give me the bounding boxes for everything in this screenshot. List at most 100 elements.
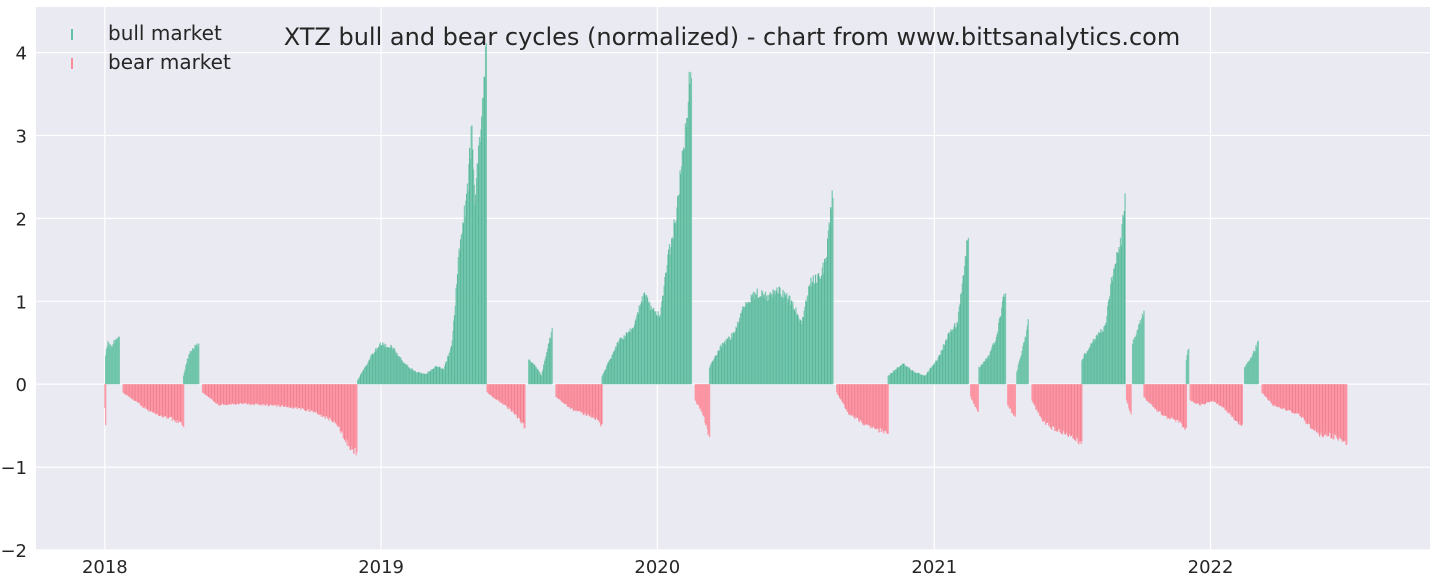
bear-market-bar: [170, 384, 172, 418]
bear-market-bar: [562, 384, 565, 403]
bull-market-bar: [618, 343, 620, 385]
bear-market-bar: [1172, 384, 1174, 418]
bear-market-bar: [708, 384, 710, 434]
bear-market-bar: [1065, 384, 1067, 434]
bull-market-bar: [536, 368, 538, 385]
bull-market-bar: [911, 370, 913, 385]
bull-market-bar: [951, 330, 954, 385]
bull-market-bar: [690, 72, 692, 385]
bull-market-bar: [936, 360, 939, 385]
bear-market-bar: [601, 384, 603, 425]
bear-market-bar: [272, 384, 274, 405]
bear-market-bar: [1129, 384, 1132, 412]
bear-market-bar: [566, 384, 568, 407]
bull-market-bar: [831, 190, 833, 385]
bull-market-bar: [612, 351, 615, 385]
bull-market-bar: [930, 368, 932, 385]
bear-market-bar: [345, 384, 347, 439]
bull-market-bar: [786, 293, 788, 385]
bear-market-bar: [132, 384, 134, 399]
bear-market-bar: [841, 384, 843, 402]
bear-market-bar: [248, 384, 250, 404]
bear-market-bar: [1160, 384, 1163, 415]
bear-market-bar: [1068, 384, 1070, 435]
bear-market-bar: [179, 384, 181, 422]
bull-market-bar: [750, 294, 752, 385]
bull-market-bar: [444, 366, 446, 385]
bear-market-bar: [556, 384, 558, 398]
bull-market-bar: [623, 335, 625, 385]
bear-market-bar: [352, 384, 354, 450]
bear-market-bar: [850, 384, 852, 415]
bear-market-bar: [180, 384, 183, 423]
bull-market-bar: [448, 352, 450, 385]
bull-market-bar: [113, 339, 115, 385]
bull-market-bar: [664, 277, 666, 385]
bear-market-bar: [701, 384, 703, 412]
bear-market-bar: [254, 384, 256, 405]
bull-market-bar: [530, 362, 532, 385]
bear-market-bar: [1339, 384, 1341, 437]
bull-market-bar: [739, 313, 742, 385]
bull-market-bar: [184, 369, 186, 385]
bear-market-bar: [1013, 384, 1016, 415]
bear-market-bar: [332, 384, 335, 422]
bear-market-bar: [843, 384, 845, 405]
bull-market-bar: [1133, 338, 1135, 385]
bear-market-bar: [886, 384, 888, 434]
bull-market-bar: [551, 327, 553, 385]
bear-market-bar: [1181, 384, 1183, 425]
bull-market-bar: [780, 294, 782, 385]
bear-market-bar: [870, 384, 872, 429]
bull-market-bar: [410, 369, 412, 385]
bear-market-bar: [207, 384, 209, 397]
bear-market-bar: [1321, 384, 1323, 432]
bear-market-bar: [224, 384, 226, 405]
bull-market-bar: [1122, 214, 1124, 385]
bull-market-bar: [780, 296, 783, 385]
bear-market-bar: [287, 384, 289, 408]
bull-market-bar: [186, 358, 189, 385]
bear-market-bar: [1299, 384, 1301, 417]
bull-market-bar: [792, 301, 794, 385]
bear-market-bar: [1180, 384, 1182, 423]
bull-market-bar: [989, 351, 992, 385]
bull-market-bar: [803, 310, 805, 385]
bull-market-bar: [825, 258, 827, 385]
bull-market-bar: [1112, 275, 1114, 385]
bear-market-bar: [580, 384, 582, 413]
bull-market-bar: [773, 294, 775, 385]
bear-market-bar: [1307, 384, 1309, 424]
bear-market-bar: [695, 384, 697, 402]
bull-market-bar: [810, 277, 812, 385]
bear-market-bar: [1233, 384, 1235, 420]
bull-market-bar: [534, 367, 537, 385]
bear-market-bar: [502, 384, 504, 405]
bull-market-bar: [191, 350, 193, 385]
bull-market-bar: [1249, 359, 1251, 385]
bear-market-bar: [876, 384, 878, 430]
bear-market-bar: [1175, 384, 1178, 420]
bear-market-bar: [1159, 384, 1161, 411]
bear-market-bar: [883, 384, 886, 431]
bear-market-bar: [1150, 384, 1153, 405]
bull-market-bar: [427, 371, 429, 385]
bull-market-bar: [454, 305, 456, 385]
bull-market-bar: [953, 326, 955, 385]
bull-market-bar: [391, 349, 394, 385]
bull-market-bar: [648, 301, 650, 385]
bear-market-bar: [1060, 384, 1063, 434]
bear-market-bar: [330, 384, 332, 421]
bull-market-bar: [395, 354, 397, 385]
bear-market-bar: [231, 384, 233, 405]
bull-market-bar: [1023, 342, 1025, 385]
bull-market-segment: [182, 343, 200, 385]
bear-market-bar: [1343, 384, 1346, 442]
bull-market-bar: [891, 372, 893, 385]
bull-market-bar: [401, 360, 403, 385]
bear-market-bar: [279, 384, 282, 408]
bull-market-bar: [762, 295, 764, 385]
bear-market-bar: [104, 384, 106, 408]
bear-market-bar: [355, 384, 357, 456]
bear-market-bar: [1344, 384, 1346, 441]
